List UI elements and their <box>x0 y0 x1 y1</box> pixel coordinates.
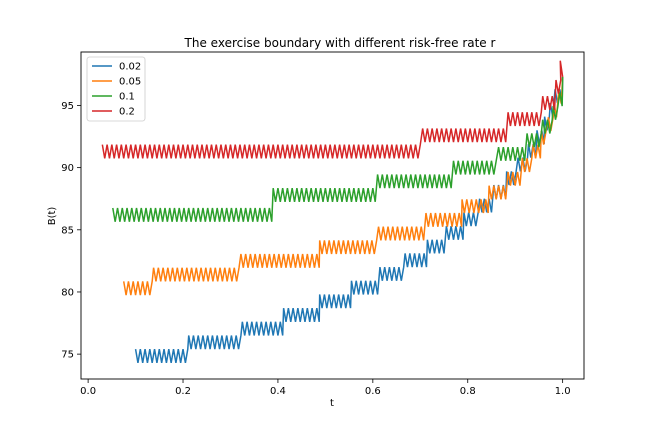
x-tick-label: 0.6 <box>365 386 381 397</box>
y-axis-label: B(t) <box>47 207 58 226</box>
chart-title: The exercise boundary with different ris… <box>184 36 496 50</box>
y-axis: 75 80 85 90 95 <box>61 101 81 361</box>
series-line-0-05 <box>122 76 564 296</box>
x-tick-label: 0.8 <box>460 386 476 397</box>
x-tick-label: 0.0 <box>80 386 96 397</box>
legend: 0.02 0.05 0.1 0.2 <box>86 56 146 122</box>
plot-frame <box>80 51 585 380</box>
y-tick-label: 95 <box>61 101 74 112</box>
legend-label: 0.02 <box>119 62 141 73</box>
y-tick-label: 85 <box>61 225 74 236</box>
legend-box <box>86 56 146 122</box>
x-tick-label: 1.0 <box>555 386 571 397</box>
x-tick-label: 0.2 <box>175 386 191 397</box>
legend-label: 0.05 <box>119 77 141 88</box>
y-tick-label: 80 <box>61 287 74 298</box>
y-tick-label: 75 <box>61 350 74 361</box>
x-tick-label: 0.4 <box>270 386 286 397</box>
legend-label: 0.1 <box>119 92 135 103</box>
series-line-0-2 <box>101 60 564 159</box>
y-tick-label: 90 <box>61 163 74 174</box>
series-layer <box>101 60 564 363</box>
series-line-0-1 <box>112 76 564 222</box>
x-axis-label: t <box>330 398 334 409</box>
legend-label: 0.2 <box>119 107 135 118</box>
x-axis: 0.0 0.2 0.4 0.6 0.8 1.0 <box>80 379 571 397</box>
